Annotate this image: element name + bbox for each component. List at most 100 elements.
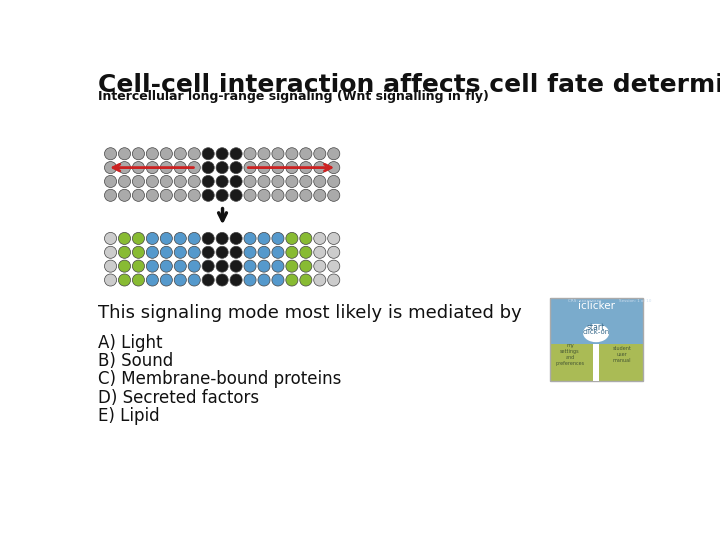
Circle shape bbox=[188, 176, 200, 187]
Circle shape bbox=[188, 190, 200, 201]
Circle shape bbox=[188, 232, 200, 245]
Circle shape bbox=[188, 246, 200, 258]
Text: Cell-cell interaction affects cell fate determination: Cell-cell interaction affects cell fate … bbox=[98, 72, 720, 97]
Circle shape bbox=[286, 161, 298, 174]
Circle shape bbox=[132, 274, 145, 286]
Circle shape bbox=[118, 260, 130, 272]
Circle shape bbox=[216, 232, 228, 245]
Text: my
settings
and
preferences: my settings and preferences bbox=[555, 343, 585, 367]
Circle shape bbox=[161, 260, 172, 272]
Circle shape bbox=[174, 232, 186, 245]
Circle shape bbox=[314, 274, 326, 286]
Circle shape bbox=[161, 190, 172, 201]
Circle shape bbox=[244, 161, 256, 174]
Circle shape bbox=[202, 190, 215, 201]
Bar bbox=[599, 344, 642, 381]
Bar bbox=[549, 298, 642, 344]
Text: Session: 1 of 10: Session: 1 of 10 bbox=[619, 299, 652, 303]
Circle shape bbox=[132, 148, 145, 160]
Circle shape bbox=[230, 161, 242, 174]
Circle shape bbox=[300, 176, 312, 187]
Circle shape bbox=[272, 148, 284, 160]
Circle shape bbox=[328, 260, 340, 272]
Circle shape bbox=[104, 176, 117, 187]
Circle shape bbox=[202, 260, 215, 272]
Circle shape bbox=[314, 161, 326, 174]
Circle shape bbox=[328, 190, 340, 201]
Circle shape bbox=[244, 246, 256, 258]
Circle shape bbox=[258, 260, 270, 272]
Circle shape bbox=[132, 260, 145, 272]
Ellipse shape bbox=[583, 324, 609, 342]
Circle shape bbox=[286, 176, 298, 187]
Circle shape bbox=[244, 274, 256, 286]
Circle shape bbox=[314, 148, 326, 160]
Circle shape bbox=[104, 260, 117, 272]
Circle shape bbox=[118, 190, 130, 201]
Circle shape bbox=[202, 246, 215, 258]
Text: CRS: xxxxxxxxx: CRS: xxxxxxxxx bbox=[568, 299, 602, 303]
Circle shape bbox=[202, 148, 215, 160]
Circle shape bbox=[328, 148, 340, 160]
Circle shape bbox=[230, 246, 242, 258]
Circle shape bbox=[146, 274, 158, 286]
Circle shape bbox=[202, 176, 215, 187]
Circle shape bbox=[174, 246, 186, 258]
Bar bbox=[549, 298, 642, 381]
Circle shape bbox=[300, 190, 312, 201]
Circle shape bbox=[202, 232, 215, 245]
Circle shape bbox=[272, 161, 284, 174]
Circle shape bbox=[161, 246, 172, 258]
Circle shape bbox=[230, 274, 242, 286]
Circle shape bbox=[328, 232, 340, 245]
Circle shape bbox=[244, 232, 256, 245]
Circle shape bbox=[118, 148, 130, 160]
Text: E) Lipid: E) Lipid bbox=[98, 408, 159, 426]
Circle shape bbox=[146, 260, 158, 272]
Circle shape bbox=[202, 274, 215, 286]
Circle shape bbox=[216, 161, 228, 174]
Circle shape bbox=[286, 148, 298, 160]
Circle shape bbox=[230, 148, 242, 160]
Circle shape bbox=[146, 232, 158, 245]
Circle shape bbox=[272, 274, 284, 286]
Circle shape bbox=[258, 246, 270, 258]
Circle shape bbox=[104, 232, 117, 245]
Circle shape bbox=[118, 161, 130, 174]
Circle shape bbox=[300, 232, 312, 245]
Circle shape bbox=[272, 260, 284, 272]
Circle shape bbox=[118, 232, 130, 245]
Circle shape bbox=[286, 274, 298, 286]
Circle shape bbox=[300, 148, 312, 160]
Circle shape bbox=[314, 246, 326, 258]
Circle shape bbox=[258, 161, 270, 174]
Circle shape bbox=[161, 161, 172, 174]
Circle shape bbox=[146, 176, 158, 187]
Circle shape bbox=[161, 232, 172, 245]
Text: This signaling mode most likely is mediated by: This signaling mode most likely is media… bbox=[98, 304, 521, 322]
Text: D) Secreted factors: D) Secreted factors bbox=[98, 389, 259, 407]
Circle shape bbox=[132, 176, 145, 187]
Circle shape bbox=[216, 274, 228, 286]
Circle shape bbox=[161, 148, 172, 160]
Circle shape bbox=[244, 260, 256, 272]
Circle shape bbox=[258, 190, 270, 201]
Circle shape bbox=[146, 161, 158, 174]
Bar bbox=[549, 344, 593, 381]
Circle shape bbox=[188, 161, 200, 174]
Text: C) Membrane-bound proteins: C) Membrane-bound proteins bbox=[98, 370, 341, 388]
Circle shape bbox=[230, 176, 242, 187]
Text: click-on: click-on bbox=[582, 329, 610, 335]
Circle shape bbox=[132, 161, 145, 174]
Circle shape bbox=[104, 190, 117, 201]
Circle shape bbox=[118, 246, 130, 258]
Circle shape bbox=[174, 190, 186, 201]
Circle shape bbox=[118, 176, 130, 187]
Circle shape bbox=[216, 260, 228, 272]
Text: B) Sound: B) Sound bbox=[98, 352, 173, 370]
Circle shape bbox=[258, 232, 270, 245]
Circle shape bbox=[328, 246, 340, 258]
Circle shape bbox=[314, 176, 326, 187]
Circle shape bbox=[300, 260, 312, 272]
Circle shape bbox=[161, 176, 172, 187]
